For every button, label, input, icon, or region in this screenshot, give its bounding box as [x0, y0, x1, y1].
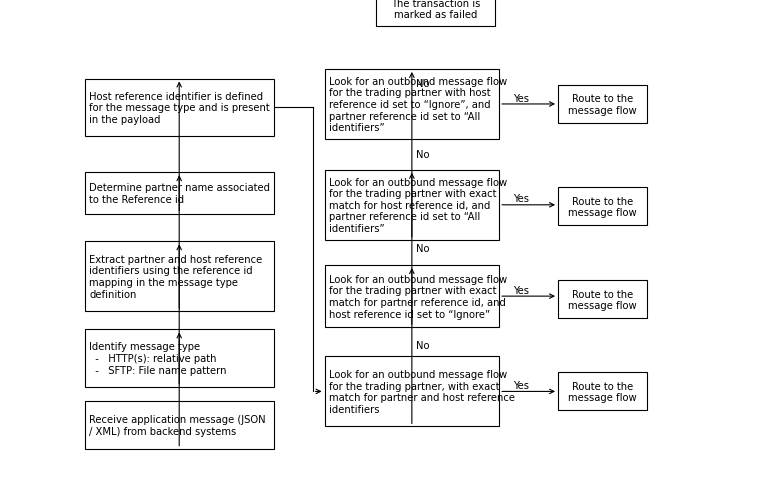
Bar — [84, 330, 274, 387]
Text: Yes: Yes — [513, 380, 529, 390]
Text: Yes: Yes — [513, 285, 529, 295]
Text: Route to the
message flow: Route to the message flow — [568, 196, 637, 218]
Text: Look for an outbound message flow
for the trading partner, with exact
match for : Look for an outbound message flow for th… — [330, 369, 515, 414]
Text: No: No — [416, 244, 429, 254]
Text: Yes: Yes — [513, 194, 529, 204]
Text: Look for an outbound message flow
for the trading partner with exact
match for h: Look for an outbound message flow for th… — [330, 177, 508, 233]
Text: Look for an outbound message flow
for the trading partner with exact
match for p: Look for an outbound message flow for th… — [330, 274, 508, 319]
Text: Route to the
message flow: Route to the message flow — [568, 381, 637, 402]
Text: Yes: Yes — [513, 93, 529, 103]
Bar — [558, 281, 647, 319]
Bar — [558, 86, 647, 124]
Text: Host reference identifier is defined
for the message type and is present
in the : Host reference identifier is defined for… — [90, 91, 270, 124]
Bar — [558, 373, 647, 411]
Text: Look for an outbound message flow
for the trading partner with host
reference id: Look for an outbound message flow for th… — [330, 77, 508, 133]
Text: The transaction is
marked as failed: The transaction is marked as failed — [391, 0, 480, 21]
Text: Route to the
message flow: Route to the message flow — [568, 94, 637, 116]
Bar — [376, 0, 495, 27]
Bar — [324, 70, 499, 140]
Text: No: No — [416, 78, 429, 88]
Bar — [324, 170, 499, 240]
Text: Receive application message (JSON
/ XML) from backend systems: Receive application message (JSON / XML)… — [90, 414, 266, 436]
Text: Extract partner and host reference
identifiers using the reference id
mapping in: Extract partner and host reference ident… — [90, 255, 263, 299]
Bar — [558, 188, 647, 226]
Bar — [84, 242, 274, 312]
Bar — [84, 79, 274, 136]
Text: No: No — [416, 150, 429, 160]
Text: Route to the
message flow: Route to the message flow — [568, 289, 637, 311]
Bar — [84, 173, 274, 214]
Text: Identify message type
  -   HTTP(s): relative path
  -   SFTP: File name pattern: Identify message type - HTTP(s): relativ… — [90, 342, 227, 375]
Text: No: No — [416, 341, 429, 351]
Bar — [324, 357, 499, 426]
Bar — [324, 266, 499, 328]
Bar — [84, 401, 274, 449]
Text: Determine partner name associated
to the Reference id: Determine partner name associated to the… — [90, 183, 270, 204]
